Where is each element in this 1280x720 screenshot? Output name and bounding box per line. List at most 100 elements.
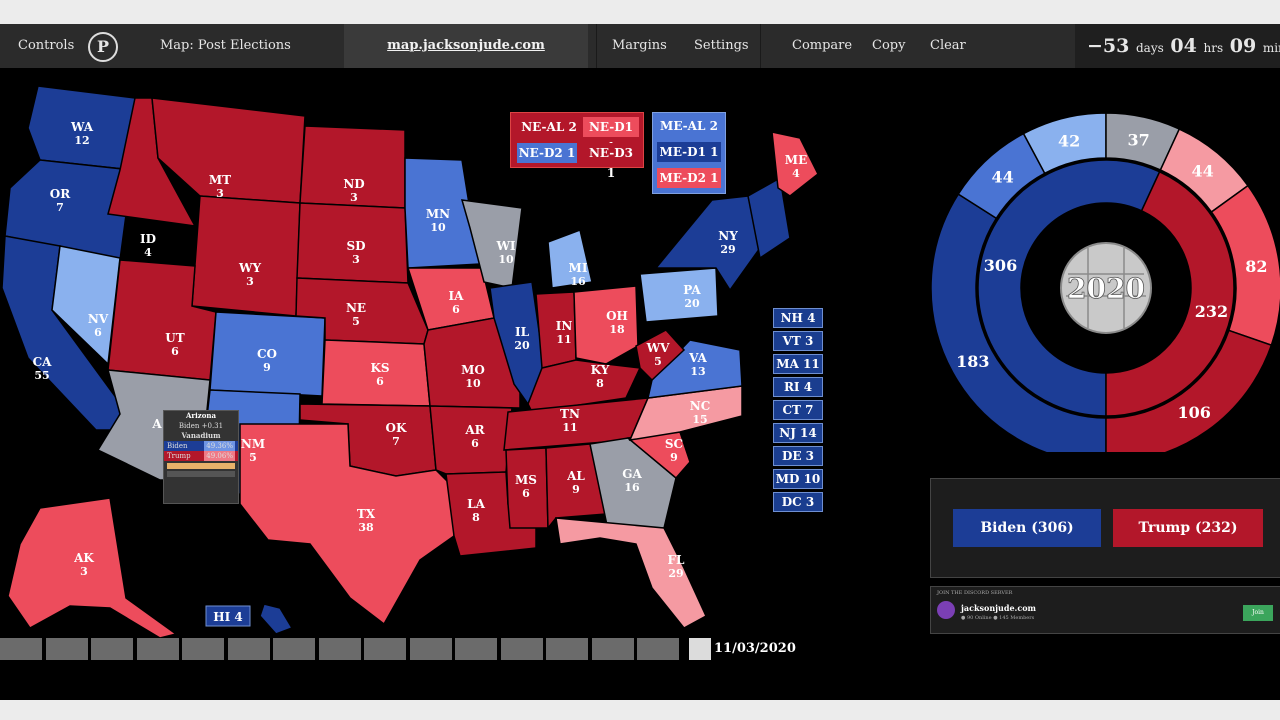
small-state-nh[interactable]: NH 4 [773,308,823,328]
discord-join-button[interactable]: Join [1243,605,1273,621]
inner-dem-label: 306 [984,256,1017,275]
small-state-md[interactable]: MD 10 [773,469,823,489]
donut-center-label: 2020 [1067,272,1145,305]
state-ak[interactable] [7,497,178,639]
me-d1-box[interactable]: ME-D1 1 [657,142,721,162]
small-state-ri[interactable]: RI 4 [773,377,823,397]
tooltip-biden-row: Biden 49.36% [164,441,238,451]
state-ev-mt: 3 [216,187,224,200]
state-label-mt: MT [209,173,231,187]
state-tx[interactable] [239,423,455,626]
trump-candidate-button[interactable]: Trump (232) [1113,509,1263,547]
site-url-link[interactable]: map.jacksonjude.com [344,24,588,68]
timeline-segment[interactable] [364,638,406,660]
maine-districts: ME-AL 2 ME-D1 1 ME-D2 1 [652,112,726,194]
timeline-segment[interactable] [45,638,88,660]
state-ev-nc: 15 [692,413,707,426]
ne-al-box[interactable]: NE-AL 2 [517,117,581,137]
state-va[interactable] [647,339,743,399]
timeline-segment[interactable] [500,638,543,660]
copy-button[interactable]: Copy [872,38,906,53]
timeline-segment[interactable] [182,638,224,660]
countdown-hours-unit: hrs [1203,41,1224,55]
state-ev-la: 8 [472,511,480,524]
state-ev-wv: 5 [654,355,662,368]
me-al-box[interactable]: ME-AL 2 [657,116,721,136]
embed-header: JOIN THE DISCORD SERVER [937,590,1013,596]
timeline-segment[interactable] [0,638,42,660]
state-wy[interactable] [191,195,301,317]
timeline-segment[interactable] [91,638,133,660]
ne-d1-box[interactable]: NE-D1 1 [583,117,639,154]
state-label-ia: IA [449,289,465,303]
small-state-ct[interactable]: CT 7 [773,400,823,420]
state-ev-ny: 29 [720,243,735,256]
tooltip-source: Vanadium [181,431,221,440]
countdown-minutes-unit: mins [1262,41,1280,55]
state-mi[interactable] [547,228,593,289]
state-nc[interactable] [628,385,743,441]
state-ne-us[interactable] [747,176,791,260]
small-state-de[interactable]: DE 3 [773,446,823,466]
timeline-segment[interactable] [318,638,361,660]
state-ev-ms: 6 [522,487,530,500]
state-ev-ne: 5 [352,315,360,328]
timeline-segment[interactable] [227,638,270,660]
timeline-segment[interactable] [273,638,315,660]
state-pa[interactable] [639,267,719,323]
margins-button[interactable]: Margins [612,38,667,53]
state-me[interactable] [771,131,819,197]
state-fl[interactable] [555,517,707,629]
state-wi[interactable] [460,199,523,289]
settings-button[interactable]: Settings [694,38,749,53]
clear-button[interactable]: Clear [930,38,966,53]
candidate-panel: Biden (306) Trump (232) [930,478,1280,578]
state-label-co: CO [257,347,277,361]
state-label-ak: AK [73,551,94,565]
inner-dem [977,159,1161,417]
countdown-minutes: 09 [1229,35,1257,57]
controls-button[interactable]: Controls [18,38,75,53]
discord-embed: JOIN THE DISCORD SERVER jacksonjude.com … [930,586,1280,634]
ne-d3-box[interactable]: NE-D3 1 [583,143,639,180]
state-al[interactable] [545,443,607,531]
timeline-segment[interactable] [591,638,634,660]
timeline-segment[interactable] [546,638,588,660]
state-ev-ok: 7 [392,435,400,448]
hawaii-label: HI 4 [213,610,242,624]
state-ev-nd: 3 [350,191,358,204]
state-ev-fl: 29 [668,567,683,580]
small-state-nj[interactable]: NJ 14 [773,423,823,443]
state-ev-co: 9 [263,361,271,374]
countdown-hours: 04 [1170,35,1197,57]
timeline-slider[interactable] [0,638,711,660]
hawaii-badge[interactable]: HI 4 [205,605,251,627]
toolbar-divider [760,24,761,68]
state-hi[interactable] [259,603,294,635]
state-label-pa: PA [683,283,701,297]
state-ev-in: 11 [556,333,571,346]
toolbar-divider [596,24,597,68]
timeline-segment[interactable] [637,638,679,660]
state-mt[interactable] [151,97,306,204]
logo-icon[interactable]: P [88,32,118,62]
me-d2-box[interactable]: ME-D2 1 [657,168,721,188]
map-type-button[interactable]: Map: Post Elections [160,38,291,53]
timeline-segment[interactable] [409,638,452,660]
electoral-map: WA 12 OR 7 CA 55 NV 6 ID 4 MT 3 WY 3 UT 6 A CO 9 NM 5 ND 3 SD 3 N… [0,68,930,658]
small-state-ma[interactable]: MA 11 [773,354,823,374]
state-ev-wa: 12 [74,134,89,147]
biden-candidate-button[interactable]: Biden (306) [953,509,1101,547]
state-label-nc: NC [690,399,711,413]
small-state-dc[interactable]: DC 3 [773,492,823,512]
state-ms[interactable] [505,447,549,529]
small-state-vt[interactable]: VT 3 [773,331,823,351]
compare-button[interactable]: Compare [792,38,853,53]
ne-d2-box[interactable]: NE-D2 1 [517,143,577,163]
timeline-segment[interactable] [455,638,497,660]
timeline-segment[interactable] [136,638,179,660]
state-oh[interactable] [573,285,639,365]
timeline-handle[interactable] [688,638,711,660]
state-wv[interactable] [635,329,686,382]
state-ev-ak: 3 [80,565,88,578]
